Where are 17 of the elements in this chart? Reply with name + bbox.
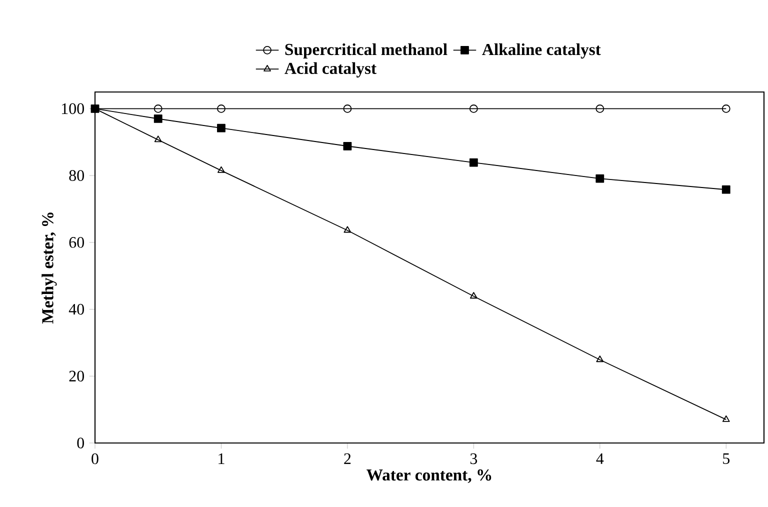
y-tick-label: 80 bbox=[69, 170, 84, 181]
x-tick-label: 1 bbox=[218, 453, 224, 464]
x-tick-label: 0 bbox=[92, 453, 98, 464]
y-tick-label: 20 bbox=[69, 370, 84, 382]
x-tick-label: 3 bbox=[470, 453, 478, 464]
legend-label: Supercritical methanol bbox=[285, 43, 448, 59]
y-tick-label: 40 bbox=[68, 304, 84, 315]
x-tick-label: 4 bbox=[596, 453, 604, 464]
x-axis-title: Water content, % bbox=[366, 469, 492, 483]
x-tick-label: 2 bbox=[344, 453, 351, 464]
y-tick-label: 100 bbox=[62, 103, 84, 114]
legend-label: Alkaline catalyst bbox=[482, 43, 601, 59]
x-tick-label: 5 bbox=[723, 453, 730, 464]
y-axis-title: Methyl ester, % bbox=[42, 212, 57, 324]
y-tick-label: 0 bbox=[77, 438, 84, 448]
legend-label: Acid catalyst bbox=[284, 62, 376, 78]
y-tick-label: 60 bbox=[69, 237, 84, 248]
